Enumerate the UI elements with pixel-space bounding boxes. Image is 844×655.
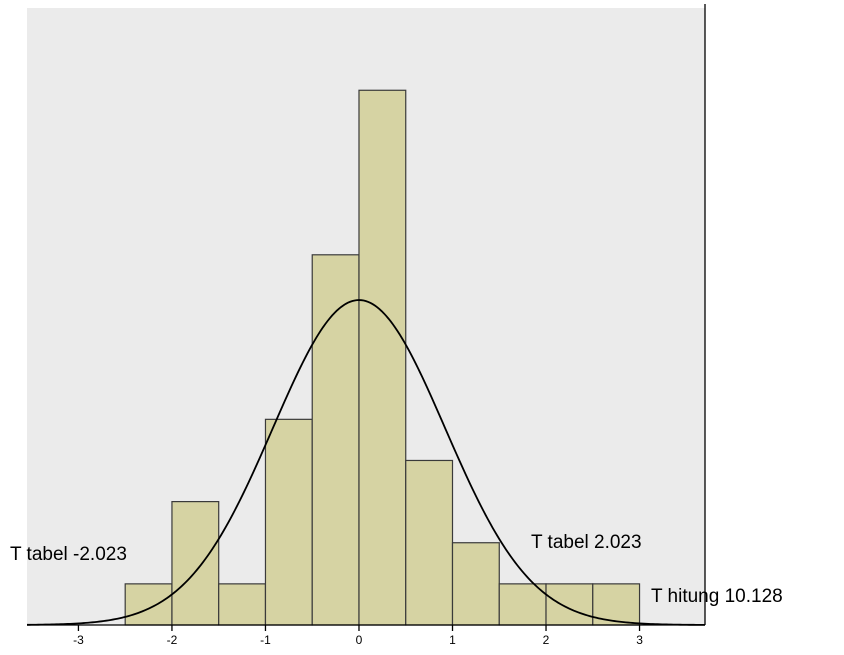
x-tick-label: 1: [449, 633, 456, 647]
histogram-bar-0: [124, 583, 173, 626]
x-tick-label: -2: [167, 633, 178, 647]
annotation-t-hitung: T hitung 10.128: [651, 586, 783, 607]
x-tick-label: -3: [73, 633, 84, 647]
x-tick-label: 2: [543, 633, 550, 647]
annotation-t-tabel-negative: T tabel -2.023: [10, 544, 127, 565]
annotations: T tabel -2.023 T tabel 2.023 T hitung 10.1…: [10, 532, 783, 607]
histogram-bars: [124, 89, 641, 626]
histogram-bar-8: [498, 583, 547, 626]
histogram-bar-5: [358, 89, 407, 626]
histogram-bar-2: [218, 583, 267, 626]
annotation-t-tabel-positive: T tabel 2.023: [531, 532, 642, 553]
histogram-bar-1: [171, 501, 220, 626]
histogram-bar-6: [405, 459, 454, 626]
histogram-bar-4: [311, 254, 360, 626]
x-axis-ticks: -3 -2 -1 0 1 2 3: [73, 625, 643, 647]
x-tick-label: 3: [636, 633, 643, 647]
histogram-bar-7: [451, 542, 500, 626]
histogram-bar-9: [545, 583, 594, 626]
normal-curve: [26, 299, 706, 626]
histogram-bar-3: [264, 418, 313, 626]
x-tick-label: 0: [356, 633, 363, 647]
axes: [27, 4, 706, 626]
x-tick-label: -1: [260, 633, 271, 647]
